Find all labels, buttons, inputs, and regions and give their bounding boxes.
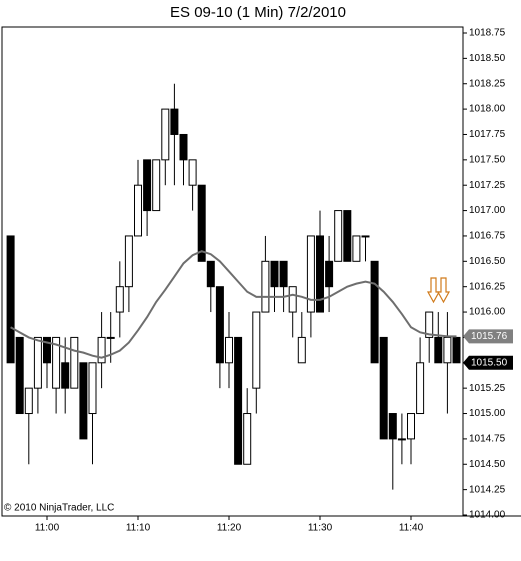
candle-body [261,260,270,313]
candle-body [379,336,388,440]
candle-body [97,336,106,364]
candle-body [152,159,161,212]
candle-body [334,210,343,262]
candle-body [252,311,261,389]
y-tick-label: 1016.25 [469,281,506,292]
candle-body [170,108,179,135]
candle-body [24,387,33,415]
candle-body [33,336,42,389]
y-tick-label: 1014.75 [469,434,506,445]
candle-body [434,336,443,364]
y-tick-label: 1018.50 [469,53,506,64]
candle-body [79,362,88,440]
arrow-marker [426,277,441,304]
y-tick-label: 1014.00 [469,510,506,521]
candle-body [343,210,352,262]
candle-body [306,235,315,313]
candle-body [188,159,197,186]
price-marker-label: 1015.76 [471,331,508,342]
x-tick-label: 11:10 [126,523,151,534]
candle-body [397,438,406,441]
y-tick-label: 1017.00 [469,205,506,216]
candle-body [316,235,324,313]
arrow-marker [436,277,451,304]
candle-body [88,362,97,415]
candle-body [370,260,379,364]
y-tick-label: 1017.75 [469,129,506,140]
candle-body [52,336,61,389]
candle-body [361,235,370,238]
candle-body [134,184,142,237]
candle-body [15,336,24,415]
x-tick-label: 11:40 [399,523,424,534]
y-tick-label: 1014.25 [469,484,506,495]
price-marker [463,355,513,370]
candle-body [297,336,306,364]
candle-body [6,235,15,364]
candle-body [225,336,233,364]
candle-body [143,159,152,212]
candle-body [124,235,133,288]
x-tick-label: 11:20 [217,523,242,534]
candle-body [288,286,297,313]
y-tick-label: 1014.50 [469,459,506,470]
candle-body [452,336,461,364]
candle-body [443,336,452,364]
candle-body [352,235,361,262]
y-tick-label: 1017.50 [469,154,506,165]
candle-body [279,260,288,288]
candle-body [416,362,425,415]
candle-body [161,108,170,161]
candle-body [179,133,188,161]
candle-body [234,336,243,465]
candle-body [325,260,334,288]
candle-body [215,286,224,364]
candle-body [206,260,215,288]
y-tick-label: 1015.00 [469,408,506,419]
copyright: © 2010 NinjaTrader, LLC [4,503,114,514]
candle-body [197,184,206,262]
y-tick-label: 1018.25 [469,78,506,89]
moving-average-line [10,250,457,359]
candle-body [407,413,415,440]
x-tick-label: 11:00 [35,523,60,534]
chart-title: ES 09-10 (1 Min) 7/2/2010 [170,4,346,21]
candle-body [61,362,70,389]
arrows [426,277,451,304]
y-tick-label: 1018.75 [469,28,506,39]
price-marker-label: 1015.50 [471,357,508,368]
x-tick-label: 11:30 [308,523,333,534]
candle-body [106,336,115,339]
plot-frame [1,26,464,517]
y-tick-label: 1017.25 [469,180,506,191]
y-tick-label: 1016.75 [469,231,506,242]
price-marker [463,329,513,344]
candle-body [70,336,79,389]
y-tick-label: 1018.00 [469,104,506,115]
y-tick-label: 1015.25 [469,383,506,394]
candle-body [243,413,252,465]
candle-body [115,286,124,313]
candle-body [43,336,51,364]
candle-body [388,413,397,440]
y-tick-label: 1016.00 [469,307,506,318]
candle-body [270,260,279,288]
y-tick-label: 1016.50 [469,256,506,267]
candle-body [425,311,434,338]
